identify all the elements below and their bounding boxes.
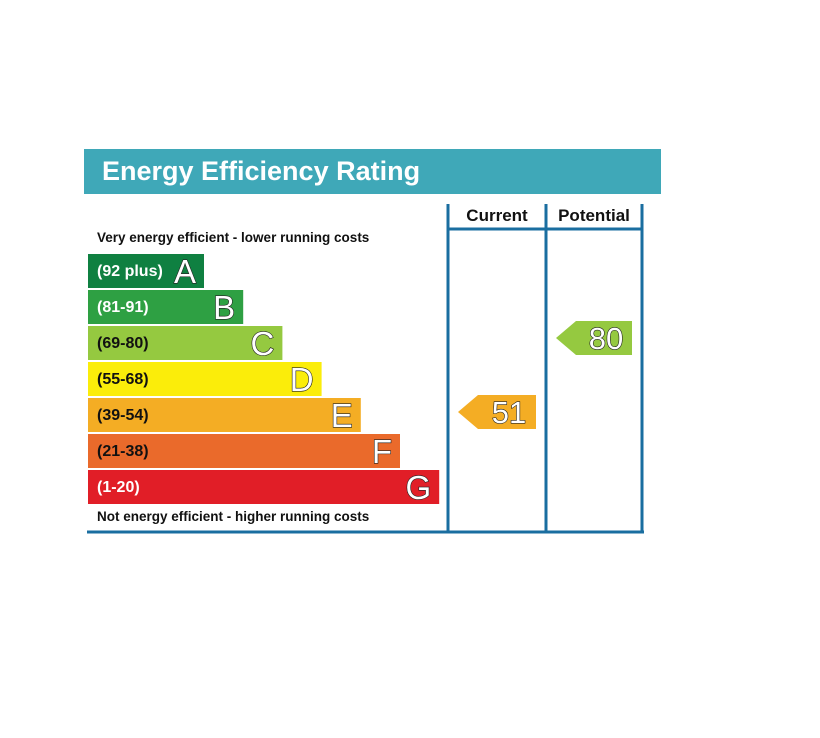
band-b xyxy=(88,290,244,324)
column-header-potential: Potential xyxy=(558,206,630,225)
band-g xyxy=(88,470,440,504)
band-f xyxy=(88,434,400,468)
band-a xyxy=(88,254,204,288)
band-a-letter: A xyxy=(174,253,196,290)
potential-rating-arrow xyxy=(556,321,632,355)
potential-rating-arrow-value: 80 xyxy=(589,321,623,356)
band-e xyxy=(88,398,361,432)
title-bar xyxy=(84,149,661,194)
band-f-range: (21-38) xyxy=(97,443,149,460)
band-e-range: (39-54) xyxy=(97,407,149,424)
band-e-letter: E xyxy=(331,397,353,434)
band-c-letter: C xyxy=(251,325,275,362)
band-b-letter: B xyxy=(213,289,235,326)
chart-title: Energy Efficiency Rating xyxy=(102,156,420,186)
band-d xyxy=(88,362,322,396)
column-header-current: Current xyxy=(466,206,528,225)
current-rating-arrow-value: 51 xyxy=(492,395,526,430)
current-rating-arrow xyxy=(458,395,536,429)
band-g-letter: G xyxy=(406,469,432,506)
rating-arrows: 51 80 xyxy=(458,320,632,431)
band-g-range: (1-20) xyxy=(97,479,140,496)
band-d-range: (55-68) xyxy=(97,371,149,388)
chart-frame xyxy=(87,204,644,534)
band-c-range: (69-80) xyxy=(97,335,149,352)
band-d-letter: D xyxy=(290,361,314,398)
bottom-note: Not energy efficient - higher running co… xyxy=(97,509,369,524)
band-c xyxy=(88,326,283,360)
rating-bands: (92 plus) A (81-91) B (69-80) C (55-68) D (39-54… xyxy=(88,252,440,507)
band-a-range: (92 plus) xyxy=(97,263,163,280)
band-f-letter: F xyxy=(372,433,392,470)
top-note: Very energy efficient - lower running co… xyxy=(97,230,369,245)
band-b-range: (81-91) xyxy=(97,299,149,316)
